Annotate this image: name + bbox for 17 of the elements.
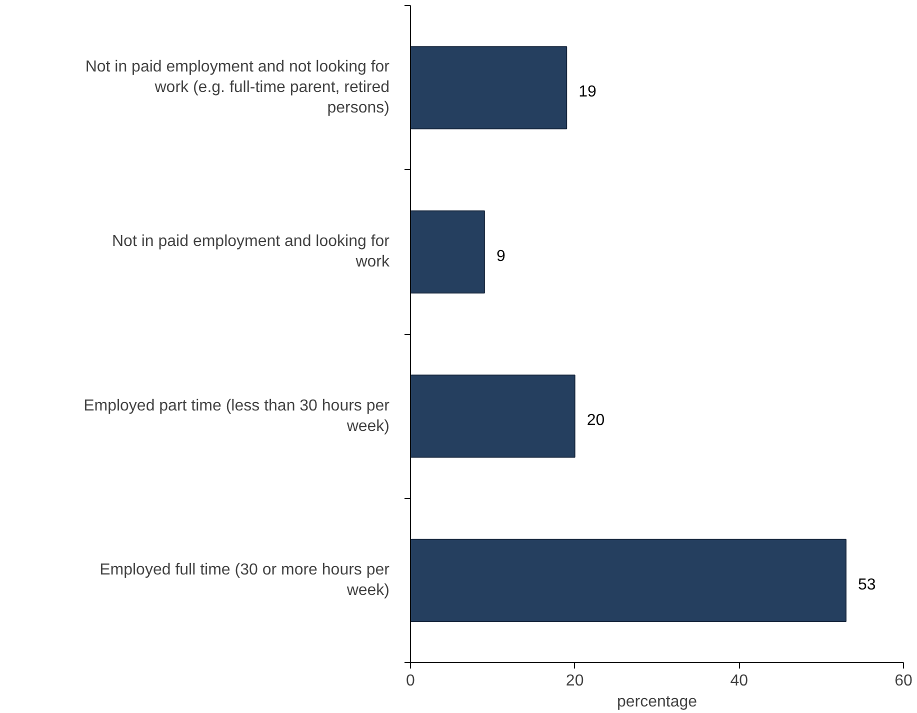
y-tick-label: Not in paid employment and looking for work [112,233,390,271]
x-tick-label: 0 [406,672,416,690]
data-label: 19 [578,84,597,101]
x-tick-label: 60 [894,672,912,690]
data-label: 20 [586,412,605,430]
x-tick-label: 40 [730,672,748,690]
x-tick-label: 20 [566,672,584,690]
bar [410,538,846,622]
data-label: 9 [496,248,506,265]
y-tick-label: Employed part time (less than 30 hours per week) [84,397,390,435]
bar [410,46,568,130]
bar [410,210,485,294]
data-label: 53 [858,576,876,594]
y-tick-label: Employed full time (30 or more hours per week) [100,562,390,600]
y-tick-label: Not in paid employment and not looking for work (e.g. full-time parent, retired persons) [85,58,390,117]
x-axis-title: percentage [616,694,698,710]
bar [410,374,576,458]
